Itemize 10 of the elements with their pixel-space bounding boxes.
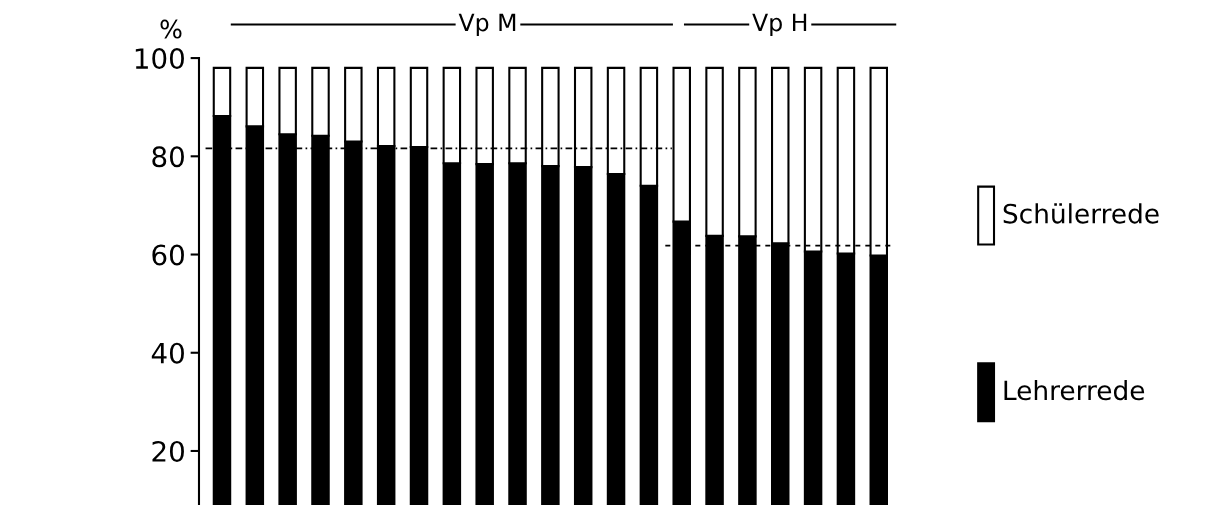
y-tick-label: 60 [152,244,184,266]
text: Vp H [752,13,807,36]
y-tick-label: 20 [152,440,184,462]
legend-label: Lehrerrede [1004,379,1145,401]
legend-label: Schülerrede [1003,203,1159,224]
y-axis-title: % [160,19,182,39]
y-tick-label: 40 [151,342,184,364]
text: Vp M [458,13,516,36]
y-tick-label: 80 [152,146,184,168]
y-tick-label: 100 [135,48,184,70]
